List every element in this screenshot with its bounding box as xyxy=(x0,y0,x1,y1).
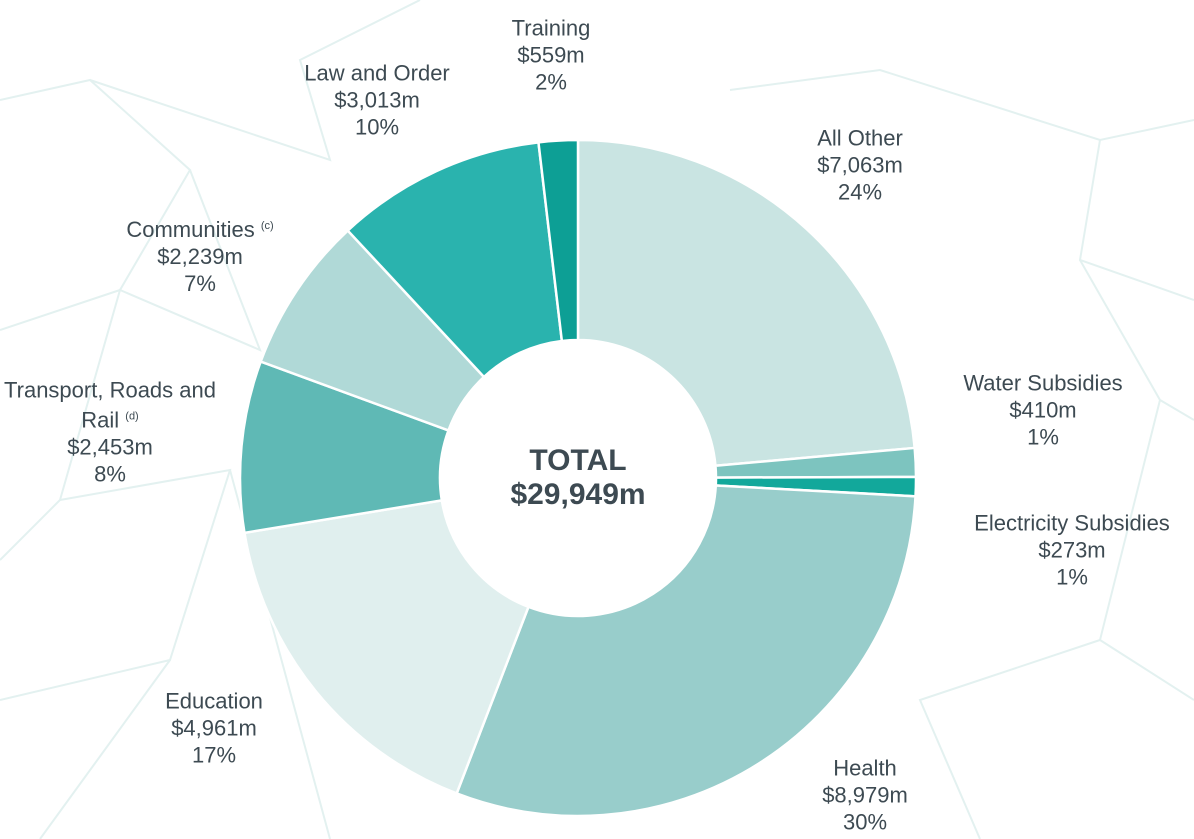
donut-hole xyxy=(441,341,715,615)
value-label: $4,961m xyxy=(171,715,257,741)
value-label: $8,979m xyxy=(822,782,908,808)
slice-label: Health $8,979m 30% xyxy=(755,755,975,836)
category-label: Transport, Roads and Rail (d) xyxy=(0,377,220,434)
category-note: (d) xyxy=(125,410,139,423)
percent-label: 17% xyxy=(191,742,237,768)
slice xyxy=(537,138,580,343)
value-label: $559m xyxy=(517,42,585,68)
category-label: Health xyxy=(755,755,975,782)
category-label: Communities (c) xyxy=(90,213,310,243)
percent-label: 1% xyxy=(1027,424,1059,450)
value-label: $7,063m xyxy=(817,152,903,178)
slice xyxy=(243,498,531,796)
slice-label: Transport, Roads and Rail (d) $2,453m 8% xyxy=(0,377,220,488)
category-label: Education xyxy=(104,688,324,715)
slice-label: Water Subsidies $410m 1% xyxy=(933,370,1153,451)
value-label: $2,239m xyxy=(157,244,243,269)
category-name: Water Subsidies xyxy=(963,370,1123,396)
percent-label: 10% xyxy=(354,114,400,140)
percent-label: 30% xyxy=(842,809,888,835)
value-label: $3,013m xyxy=(334,87,420,113)
center-value: $29,949m xyxy=(510,478,646,511)
category-name: Training xyxy=(511,15,591,41)
value-label: $273m xyxy=(1038,537,1106,563)
category-name: Communities xyxy=(126,217,255,242)
category-label: Electricity Subsidies xyxy=(962,510,1182,537)
percent-label: 2% xyxy=(535,69,567,95)
value-label: $2,453m xyxy=(67,434,153,460)
category-name: Electricity Subsidies xyxy=(974,510,1170,536)
percent-label: 8% xyxy=(94,461,126,487)
percent-label: 7% xyxy=(184,271,216,296)
category-name: Law and Order xyxy=(304,60,450,86)
slice xyxy=(576,138,917,468)
category-note: (c) xyxy=(260,220,274,232)
slice-label: Law and Order $3,013m 10% xyxy=(267,60,487,141)
slice-label: Training $559m 2% xyxy=(441,15,661,96)
category-label: All Other xyxy=(750,125,970,152)
category-name: Education xyxy=(165,688,263,714)
value-label: $410m xyxy=(1009,397,1077,423)
slice xyxy=(455,484,917,818)
category-name: Transport, Roads and Rail xyxy=(4,377,216,433)
slice-label: Communities (c) $2,239m 7% xyxy=(90,213,310,297)
slice-label: Electricity Subsidies $273m 1% xyxy=(962,510,1182,591)
slice-label: All Other $7,063m 24% xyxy=(750,125,970,206)
percent-label: 24% xyxy=(837,179,883,205)
slice xyxy=(345,140,564,379)
center-label: TOTAL $29,949m xyxy=(510,444,645,512)
category-label: Water Subsidies xyxy=(933,370,1153,397)
category-label: Training xyxy=(441,15,661,42)
center-title: TOTAL xyxy=(529,444,627,477)
category-name: All Other xyxy=(817,125,903,151)
percent-label: 1% xyxy=(1056,564,1088,590)
category-name: Health xyxy=(833,755,897,781)
category-label: Law and Order xyxy=(267,60,487,87)
slice-label: Education $4,961m 17% xyxy=(104,688,324,769)
